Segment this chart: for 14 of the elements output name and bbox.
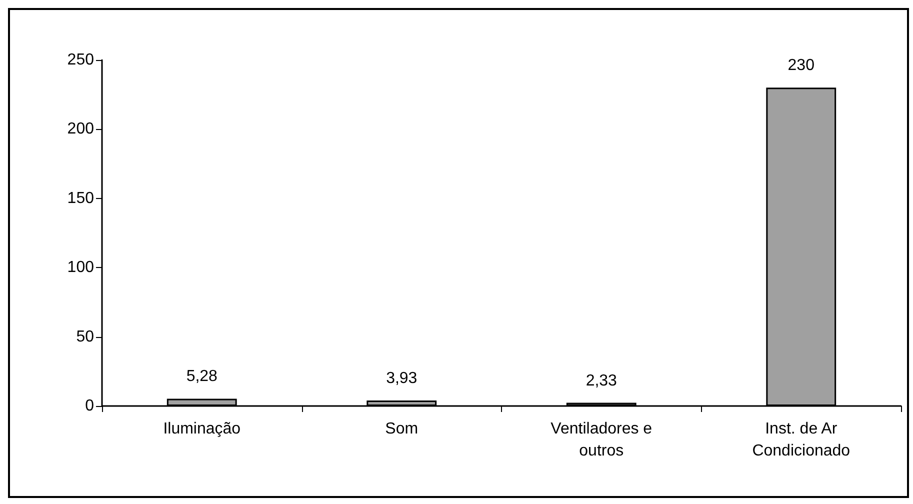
- x-tick-label: Som: [385, 420, 418, 438]
- x-tick-label: Iluminação: [163, 420, 241, 438]
- data-label: 230: [788, 57, 815, 74]
- y-tick-label: 0: [85, 398, 94, 414]
- y-tick-label: 150: [67, 190, 94, 207]
- data-label: 2,33: [586, 372, 618, 390]
- x-tick-label: Ventiladores e outros: [550, 420, 652, 460]
- data-label: 5,28: [186, 368, 218, 386]
- y-tick-label: 50: [76, 328, 94, 346]
- y-tick-label: 100: [67, 259, 94, 276]
- y-tick-label: 200: [67, 120, 94, 138]
- x-tick-label: Inst. de Ar Condicionado: [752, 420, 850, 460]
- y-tick-label: 250: [67, 52, 94, 68]
- data-label: 3,93: [386, 370, 418, 388]
